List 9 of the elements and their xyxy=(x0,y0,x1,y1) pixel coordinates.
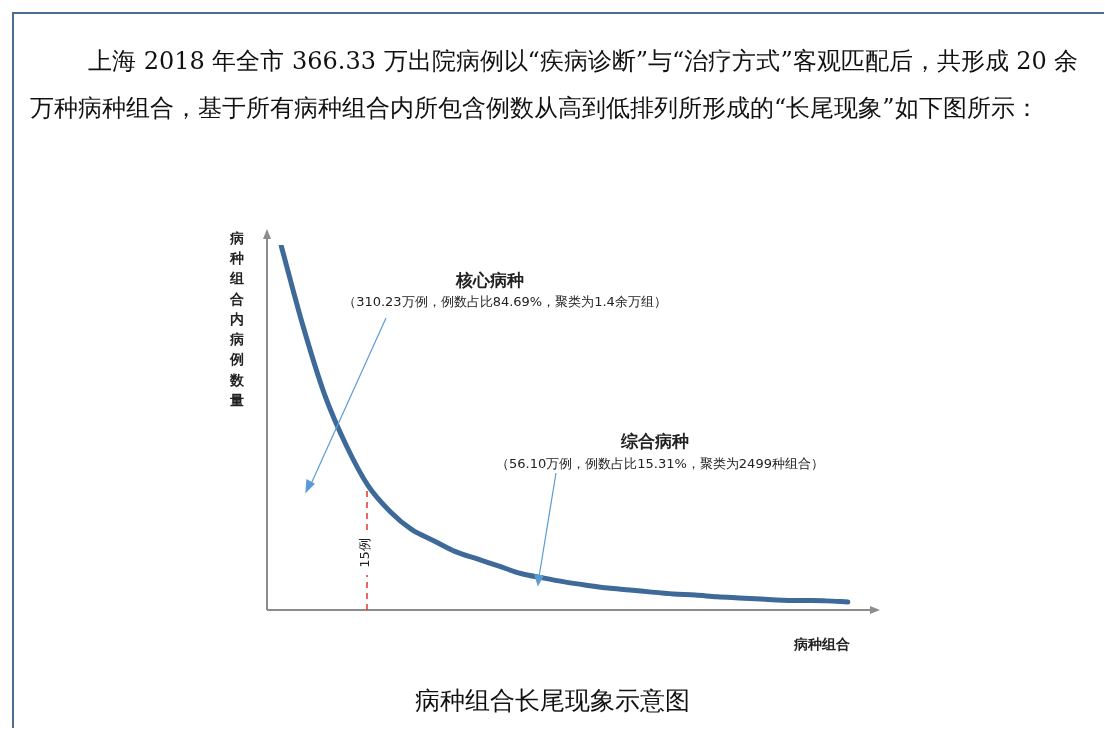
chart-subtitle: 上海 2018 年全市 366.33 万出院病例以“疾病诊断”与“治疗方式”客观匹配后，共形成 20 余万种病种组合，基于所有病种组合内所包含例数从高到低排列所形成的“长尾现象”如下图所示： xyxy=(30,46,1080,124)
annotation: （56.10万例，例数占比15.31%，聚类为2499种组合） xyxy=(496,456,824,472)
annotation: 15例 xyxy=(357,538,373,568)
annotation: （310.23万例，例数占比84.69%，聚类为1.4余万组） xyxy=(343,294,667,310)
annotation: 核心病种 xyxy=(455,270,524,291)
x-axis-title: 病种组合 xyxy=(793,635,850,652)
text: 病种组合内病例数量 xyxy=(230,229,244,409)
text: 病种组合长尾现象示意图 xyxy=(414,685,691,717)
annotation: 综合病种 xyxy=(620,431,689,452)
